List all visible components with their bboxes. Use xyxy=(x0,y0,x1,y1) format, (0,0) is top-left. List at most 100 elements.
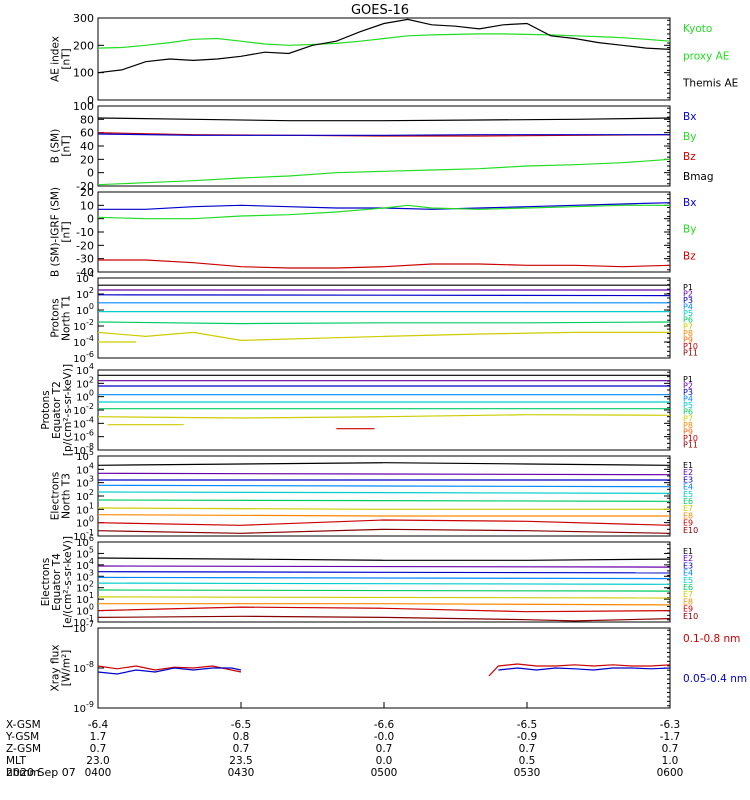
legend-entry: E8 xyxy=(683,511,693,520)
y-axis-label: [nT] xyxy=(61,135,73,156)
series-line xyxy=(97,565,671,568)
legend-entry: E3 xyxy=(683,475,693,484)
y-tick-label: -20 xyxy=(76,180,94,193)
series-line xyxy=(97,615,671,622)
series-line xyxy=(97,18,671,74)
x-tick-label: 0.0 xyxy=(376,755,393,767)
series-line xyxy=(98,603,671,606)
x-tick-label: 0500 xyxy=(371,767,398,779)
legend-entry: E7 xyxy=(683,504,693,513)
series-line xyxy=(498,667,671,671)
y-tick-label: 10-9 xyxy=(73,700,94,715)
series-line xyxy=(98,259,671,269)
series-line xyxy=(488,663,671,677)
y-tick-label: 10-2 xyxy=(73,318,94,333)
y-tick-label: 10-4 xyxy=(73,415,94,430)
y-tick-label: 60 xyxy=(80,127,94,140)
x-tick-label: 1.7 xyxy=(90,731,107,743)
series-line xyxy=(97,557,671,561)
series-line xyxy=(97,589,671,592)
legend-entry: P6 xyxy=(683,316,693,325)
y-tick-label: 0 xyxy=(87,213,94,226)
legend-entry: Bz xyxy=(683,250,696,262)
series-line xyxy=(97,117,671,122)
series-line xyxy=(97,462,671,466)
x-tick-label: 0.7 xyxy=(233,743,250,755)
series-line xyxy=(97,414,671,419)
x-tick-label: 1.0 xyxy=(662,755,679,767)
y-tick-label: 10-2 xyxy=(73,402,94,417)
y-tick-label: 102 xyxy=(76,488,94,503)
row-label: X-GSM xyxy=(6,719,41,731)
y-axis-label: North T1 xyxy=(61,295,73,341)
y-axis-label: Electrons xyxy=(50,472,62,521)
legend-entry: E2 xyxy=(683,468,693,477)
y-tick-label: 0 xyxy=(87,167,94,180)
y-tick-label: 104 xyxy=(76,461,94,476)
legend-entry: P3 xyxy=(683,388,693,397)
y-tick-label: 10-6 xyxy=(73,429,94,444)
y-tick-label: 20 xyxy=(80,153,94,166)
legend-entry: P11 xyxy=(683,348,698,357)
legend-entry: E10 xyxy=(683,526,698,535)
legend-entry: P1 xyxy=(683,283,693,292)
series-line xyxy=(97,331,670,342)
y-tick-label: 106 xyxy=(76,534,94,549)
y-tick-label: 103 xyxy=(76,475,94,490)
y-tick-label: 104 xyxy=(76,557,94,572)
series-line xyxy=(97,133,670,136)
y-tick-label: 105 xyxy=(76,545,94,560)
y-tick-label: 200 xyxy=(73,39,94,52)
series-line xyxy=(97,499,671,502)
series-line xyxy=(97,528,671,534)
legend-entry: E9 xyxy=(683,605,693,614)
y-axis-label: [p/(cm²-s-sr-keV)] xyxy=(62,364,74,456)
y-axis-label: B (SM)-IGRF (SM) xyxy=(50,187,62,277)
legend-entry: E2 xyxy=(683,554,693,563)
legend-entry: E10 xyxy=(683,612,698,621)
legend-entry: E6 xyxy=(683,583,693,592)
x-tick-label: 0.5 xyxy=(519,755,536,767)
series-line xyxy=(97,472,671,476)
y-tick-label: 10-4 xyxy=(73,334,94,349)
legend-entry: P1 xyxy=(683,375,693,384)
series-line xyxy=(97,507,670,510)
series-line xyxy=(97,158,671,186)
legend-entry: E7 xyxy=(683,590,693,599)
panel-xray: 10-9 10-8 10-7 Xray flux [W/m²] 0.1-0.8 nm 0.0… xyxy=(50,620,748,715)
panel-frame xyxy=(97,191,671,273)
legend-entry: P3 xyxy=(683,296,693,305)
legend-entry: Bz xyxy=(683,151,696,163)
series-line xyxy=(97,665,242,673)
x-tick-label: 0600 xyxy=(657,767,684,779)
y-tick-label: 300 xyxy=(73,12,94,25)
legend-entry: E1 xyxy=(683,461,693,470)
series-line xyxy=(97,606,671,613)
x-tick-label: 0.7 xyxy=(519,743,536,755)
figure-title: GOES-16 xyxy=(351,3,409,18)
x-tick-label: 0430 xyxy=(228,767,255,779)
x-tick-label: 0.7 xyxy=(376,743,393,755)
panel-frame xyxy=(97,277,671,359)
series-line xyxy=(97,484,671,488)
legend-entry: P7 xyxy=(683,414,693,423)
series-line xyxy=(97,294,671,297)
y-tick-label: 104 xyxy=(76,362,94,377)
row-label: hhmm xyxy=(6,767,40,779)
y-axis-label: AE index xyxy=(50,36,62,82)
y-tick-label: -10 xyxy=(76,226,94,239)
y-tick-label: 10-6 xyxy=(73,350,94,365)
legend-entry: P4 xyxy=(683,303,693,312)
y-tick-label: 100 xyxy=(73,100,94,113)
series-line xyxy=(97,33,671,49)
x-tick-label: -1.7 xyxy=(660,731,681,743)
y-axis-label: Protons xyxy=(40,390,52,429)
x-tick-label: -6.5 xyxy=(231,719,252,731)
series-line xyxy=(97,571,671,574)
y-axis-label: [nT] xyxy=(61,221,73,242)
y-tick-label: 104 xyxy=(76,270,94,285)
